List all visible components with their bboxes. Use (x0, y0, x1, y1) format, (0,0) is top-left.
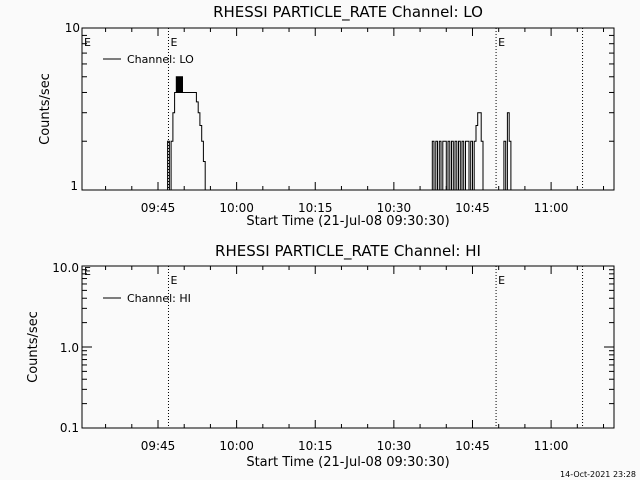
footer-timestamp: 14-Oct-2021 23:28 (560, 470, 636, 479)
y-tick-label-lo-min: 1 (70, 179, 78, 193)
x-tick-label: 11:00 (534, 439, 569, 453)
chart-title-lo: RHESSI PARTICLE_RATE Channel: LO (213, 3, 483, 22)
x-tick-label: 09:45 (141, 439, 176, 453)
event-marker-label: E (170, 274, 177, 287)
y-tick-label-hi-min: 0.1 (60, 421, 79, 435)
left-marker-label-lo: E (84, 36, 91, 49)
series-line (165, 76, 209, 191)
y-tick-label-hi-max: 10.0 (52, 261, 79, 275)
x-tick-label: 09:45 (141, 201, 176, 215)
x-tick-label: 10:00 (219, 439, 254, 453)
x-tick-label: 10:15 (298, 439, 333, 453)
plot-frame-lo (81, 27, 615, 191)
left-marker-label-hi: E (84, 265, 91, 278)
x-ticks-hi: 09:45 10:00 10:15 10:30 10:45 11:00 (105, 266, 605, 453)
x-ticks-lo: 09:45 10:00 10:15 10:30 10:45 11:00 (105, 28, 605, 215)
x-tick-label: 10:00 (219, 201, 254, 215)
chart-title-hi: RHESSI PARTICLE_RATE Channel: HI (215, 242, 481, 261)
y-axis-label-lo: Counts/sec (38, 73, 53, 145)
legend-label-hi: Channel: HI (127, 292, 191, 305)
x-axis-label-lo: Start Time (21-Jul-08 09:30:30) (246, 214, 449, 229)
y-major-ticks-lo (82, 27, 614, 191)
x-tick-label: 10:45 (455, 439, 490, 453)
lo-channel-panel: RHESSI PARTICLE_RATE Channel: LO Counts/… (38, 3, 615, 229)
hi-channel-panel: RHESSI PARTICLE_RATE Channel: HI Counts/… (26, 242, 615, 470)
event-marker-label: E (498, 274, 505, 287)
series-line (430, 112, 485, 191)
event-marker-label: E (498, 36, 505, 49)
y-tick-label-lo-max: 10 (65, 21, 80, 35)
event-marker-label: E (170, 36, 177, 49)
x-tick-label: 10:45 (455, 201, 490, 215)
x-axis-label-hi: Start Time (21-Jul-08 09:30:30) (246, 455, 449, 470)
y-axis-label-hi: Counts/sec (26, 311, 41, 383)
y-tick-label-hi-mid: 1.0 (60, 341, 79, 355)
legend-label-lo: Channel: LO (127, 53, 194, 66)
x-tick-label: 10:15 (298, 201, 333, 215)
x-tick-label: 10:30 (377, 201, 412, 215)
y-major-ticks-hi (82, 265, 614, 429)
x-tick-label: 10:30 (377, 439, 412, 453)
series-line (502, 112, 515, 191)
series-lo (165, 76, 515, 191)
plot-frame-hi (81, 265, 615, 429)
x-tick-label: 11:00 (534, 201, 569, 215)
